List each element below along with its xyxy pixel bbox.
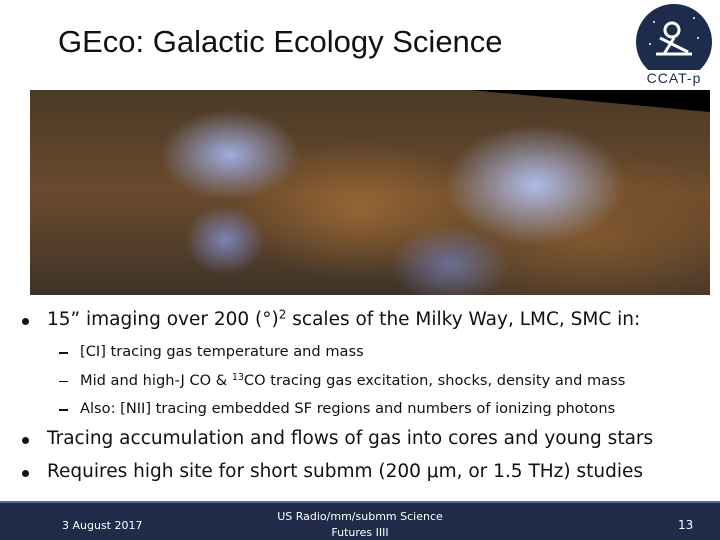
bullet-text: Mid and high-J CO &	[80, 371, 232, 389]
bullet: Requires high site for short submm (200 …	[0, 457, 720, 490]
footer: 3 August 2017 US Radio/mm/submm Science …	[0, 501, 720, 540]
logo-text: CCAT-p	[632, 70, 716, 86]
bullet-text: Also: [NII] tracing embedded SF regions …	[80, 400, 616, 417]
page-number: 13	[678, 518, 694, 532]
superscript: 2	[278, 307, 287, 322]
sub-bullet: Mid and high-J CO & 13CO tracing gas exc…	[0, 367, 720, 396]
bullet-text: CO tracing gas excitation, shocks, densi…	[243, 371, 626, 389]
bullet: Tracing accumulation and flows of gas in…	[0, 424, 720, 457]
footer-date: 3 August 2017	[62, 519, 143, 532]
bullet-text: 15” imaging over 200 (°)	[47, 309, 279, 330]
logo	[636, 4, 712, 80]
bullet-text: Requires high site for short submm (200 …	[47, 460, 644, 482]
sub-bullet: [CI] tracing gas temperature and mass	[0, 338, 720, 367]
galactic-image	[30, 90, 710, 295]
bullet: 15” imaging over 200 (°)2 scales of the …	[0, 305, 720, 338]
bullet-list: 15” imaging over 200 (°)2 scales of the …	[0, 305, 720, 490]
bullet-text: Tracing accumulation and flows of gas in…	[47, 427, 654, 449]
image-corner	[470, 90, 710, 112]
sub-bullet: Also: [NII] tracing embedded SF regions …	[0, 395, 720, 424]
bullet-text: [CI] tracing gas temperature and mass	[80, 343, 364, 360]
logo-icon	[649, 17, 699, 56]
superscript: 13	[231, 371, 244, 383]
footer-event: US Radio/mm/submm Science Futures IIII	[277, 510, 443, 539]
slide-title: GEco: Galactic Ecology Science	[58, 24, 503, 59]
bullet-text: scales of the Milky Way, LMC, SMC in:	[286, 309, 641, 330]
